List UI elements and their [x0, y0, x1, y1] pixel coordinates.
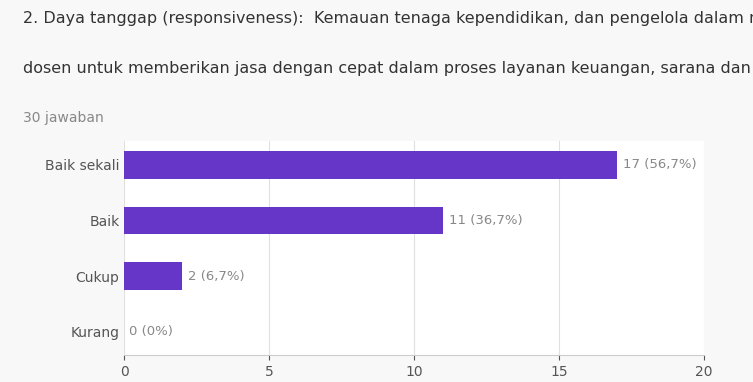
- Text: dosen untuk memberikan jasa dengan cepat dalam proses layanan keuangan, sarana d: dosen untuk memberikan jasa dengan cepat…: [23, 61, 753, 76]
- Bar: [124, 262, 182, 290]
- Text: 11 (36,7%): 11 (36,7%): [449, 214, 523, 227]
- Bar: [124, 207, 443, 235]
- Bar: [124, 151, 617, 179]
- Text: 2. Daya tanggap (responsiveness):  Kemauan tenaga kependidikan, dan pengelola da: 2. Daya tanggap (responsiveness): Kemaua…: [23, 11, 753, 26]
- Text: 30 jawaban: 30 jawaban: [23, 111, 103, 125]
- Text: 0 (0%): 0 (0%): [129, 325, 172, 338]
- Text: 17 (56,7%): 17 (56,7%): [623, 159, 697, 172]
- Text: 2 (6,7%): 2 (6,7%): [188, 270, 245, 283]
